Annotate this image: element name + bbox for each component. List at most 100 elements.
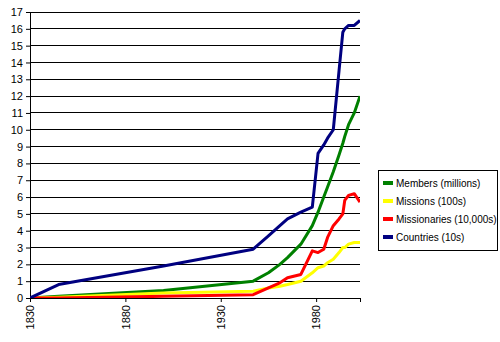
y-tick-label: 8 bbox=[17, 157, 23, 169]
y-tick-mark bbox=[26, 12, 30, 13]
y-tick: 9 bbox=[17, 141, 30, 153]
series-line bbox=[30, 20, 360, 298]
x-tick-mark bbox=[125, 298, 126, 302]
series-line bbox=[30, 242, 360, 298]
y-tick-label: 9 bbox=[17, 141, 23, 153]
y-tick: 15 bbox=[11, 40, 30, 52]
legend-label: Missions (100s) bbox=[396, 196, 466, 207]
legend-label: Countries (10s) bbox=[396, 232, 464, 243]
plot: 0123456789101112131415161718301880193019… bbox=[11, 6, 361, 329]
y-tick-mark bbox=[26, 281, 30, 282]
x-tick-mark bbox=[30, 298, 31, 302]
y-tick: 17 bbox=[11, 6, 30, 18]
legend: Members (millions) Missions (100s) Mission… bbox=[378, 170, 497, 250]
y-tick-mark bbox=[26, 113, 30, 114]
y-tick: 6 bbox=[17, 191, 30, 203]
y-tick-mark bbox=[26, 180, 30, 181]
legend-swatch bbox=[383, 181, 393, 185]
y-tick-label: 1 bbox=[17, 275, 23, 287]
grid-line bbox=[30, 213, 360, 214]
y-tick-label: 0 bbox=[17, 292, 23, 304]
y-tick: 13 bbox=[11, 73, 30, 85]
y-tick: 14 bbox=[11, 56, 30, 68]
y-tick-label: 2 bbox=[17, 258, 23, 270]
grid-line bbox=[30, 112, 360, 113]
y-tick-label: 16 bbox=[11, 23, 23, 35]
y-tick-mark bbox=[26, 79, 30, 80]
grid-line bbox=[30, 163, 360, 164]
x-tick-mark bbox=[221, 298, 222, 302]
x-tick: 1930 bbox=[215, 298, 227, 329]
y-axis-line bbox=[26, 13, 31, 299]
grid-line bbox=[30, 28, 360, 29]
y-tick-label: 5 bbox=[17, 208, 23, 220]
y-tick-mark bbox=[26, 298, 30, 299]
legend-swatch bbox=[383, 235, 393, 239]
legend-swatch bbox=[383, 199, 393, 203]
y-tick-label: 14 bbox=[11, 56, 23, 68]
y-tick: 11 bbox=[12, 107, 30, 119]
grid bbox=[30, 12, 360, 298]
grid-line bbox=[30, 96, 360, 97]
y-tick: 7 bbox=[17, 174, 30, 186]
y-axis: 01234567891011121314151617 bbox=[11, 6, 31, 304]
legend-label: Missionaries (10,000s) bbox=[396, 214, 497, 225]
y-tick-label: 4 bbox=[17, 225, 23, 237]
x-axis: 1830 1880 1930 1980 bbox=[24, 298, 360, 329]
y-tick-mark bbox=[26, 62, 30, 63]
legend-swatch bbox=[383, 217, 393, 221]
y-tick-label: 15 bbox=[11, 40, 23, 52]
y-tick-mark bbox=[26, 231, 30, 232]
grid-line bbox=[30, 180, 360, 181]
x-axis-line bbox=[31, 299, 361, 303]
grid-line bbox=[30, 146, 360, 147]
y-tick-label: 17 bbox=[11, 6, 23, 18]
series-lines bbox=[30, 20, 360, 298]
grid-line bbox=[30, 62, 360, 63]
y-tick-mark bbox=[26, 163, 30, 164]
y-tick: 12 bbox=[11, 90, 30, 102]
x-tick-label: 1980 bbox=[310, 305, 322, 329]
grid-line bbox=[30, 79, 360, 80]
y-tick: 2 bbox=[17, 258, 30, 270]
series-line bbox=[30, 96, 360, 298]
y-tick-label: 12 bbox=[11, 90, 23, 102]
y-tick-label: 13 bbox=[11, 73, 23, 85]
y-tick-label: 3 bbox=[17, 242, 23, 254]
chart: 0123456789101112131415161718301880193019… bbox=[0, 0, 500, 342]
y-tick: 4 bbox=[17, 225, 30, 237]
grid-line bbox=[30, 12, 360, 13]
x-tick: 1980 bbox=[310, 298, 322, 329]
y-tick-mark bbox=[26, 197, 30, 198]
y-tick-mark bbox=[26, 130, 30, 131]
y-tick-label: 7 bbox=[17, 174, 23, 186]
x-tick-mark bbox=[316, 298, 317, 302]
grid-line bbox=[30, 247, 360, 248]
y-tick: 0 bbox=[17, 292, 30, 304]
y-tick-label: 6 bbox=[17, 191, 23, 203]
grid-line bbox=[30, 129, 360, 130]
y-tick-mark bbox=[26, 46, 30, 47]
y-tick-mark bbox=[26, 147, 30, 148]
y-tick: 16 bbox=[11, 23, 30, 35]
y-tick-mark bbox=[26, 214, 30, 215]
y-tick-mark bbox=[26, 264, 30, 265]
y-tick-label: 10 bbox=[11, 124, 23, 136]
x-tick-label: 1880 bbox=[120, 305, 132, 329]
x-tick: 1880 bbox=[120, 298, 132, 329]
grid-line bbox=[30, 197, 360, 198]
grid-line bbox=[30, 264, 360, 265]
legend-box bbox=[378, 170, 497, 250]
y-tick-label: 11 bbox=[12, 107, 23, 119]
grid-line bbox=[30, 45, 360, 46]
x-tick-label: 1830 bbox=[24, 305, 36, 329]
x-tick: 1830 bbox=[24, 298, 36, 329]
y-tick: 3 bbox=[17, 242, 30, 254]
legend-label: Members (millions) bbox=[396, 178, 480, 189]
y-tick-mark bbox=[26, 96, 30, 97]
x-tick-label: 1930 bbox=[215, 305, 227, 329]
y-tick: 1 bbox=[17, 275, 30, 287]
y-tick-mark bbox=[26, 248, 30, 249]
y-tick-mark bbox=[26, 29, 30, 30]
y-tick: 10 bbox=[11, 124, 30, 136]
